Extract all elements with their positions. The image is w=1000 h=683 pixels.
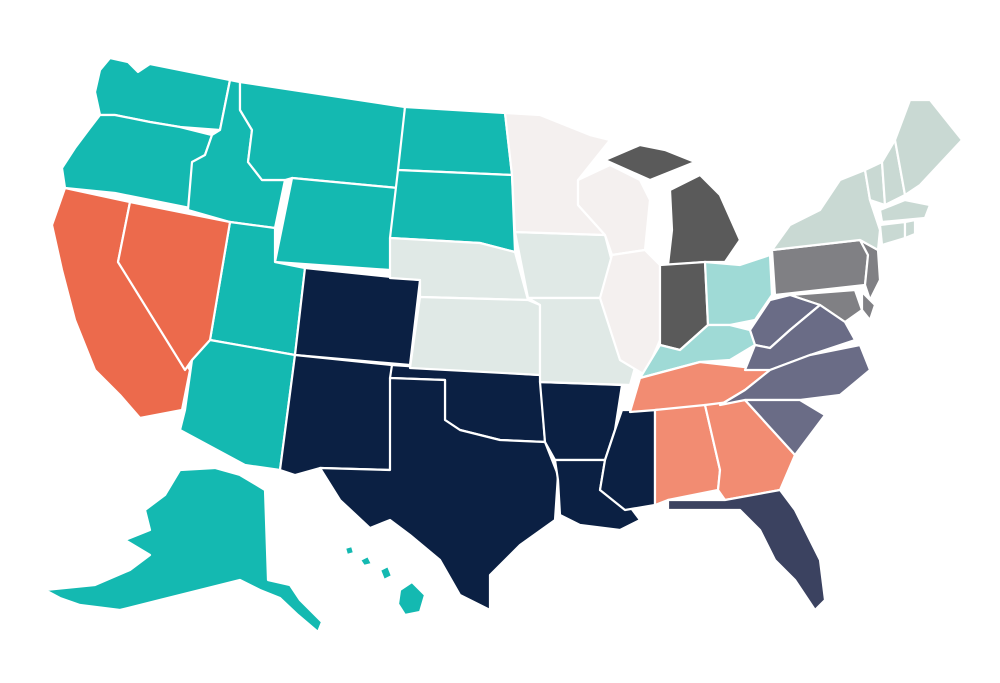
state-new-mexico[interactable] — [278, 353, 394, 477]
state-rhode-island[interactable] — [903, 218, 917, 240]
state-delaware[interactable] — [860, 290, 877, 322]
state-maine[interactable] — [893, 98, 964, 197]
state-montana[interactable] — [238, 80, 407, 190]
state-connecticut[interactable] — [878, 220, 907, 247]
state-hawaii[interactable] — [343, 544, 427, 617]
state-florida[interactable] — [666, 488, 827, 612]
state-nevada[interactable] — [116, 200, 232, 372]
region-southeast — [628, 360, 797, 507]
region-south-central — [278, 266, 657, 612]
state-arizona[interactable] — [178, 338, 297, 472]
region-upper-midwest — [503, 111, 662, 377]
state-north-carolina[interactable] — [718, 343, 872, 407]
region-pacific-northwest-mountain — [43, 56, 517, 634]
state-new-york[interactable] — [770, 168, 882, 252]
region-florida — [666, 488, 827, 612]
region-ohio-kentucky — [638, 253, 774, 380]
state-north-dakota[interactable] — [396, 105, 514, 177]
state-kansas[interactable] — [408, 295, 542, 377]
state-colorado[interactable] — [293, 266, 422, 367]
state-wyoming[interactable] — [273, 176, 400, 272]
region-mid-atlantic — [770, 238, 882, 324]
state-iowa[interactable] — [513, 230, 614, 300]
region-california-nevada — [50, 186, 232, 420]
state-massachusetts[interactable] — [878, 198, 932, 224]
region-virginias-carolinas — [718, 293, 872, 457]
state-south-carolina[interactable] — [743, 398, 827, 457]
state-michigan[interactable] — [603, 143, 742, 267]
state-texas[interactable] — [318, 376, 560, 612]
state-alaska[interactable] — [43, 466, 324, 634]
region-northeast — [770, 98, 964, 252]
state-virginia[interactable] — [743, 303, 857, 372]
